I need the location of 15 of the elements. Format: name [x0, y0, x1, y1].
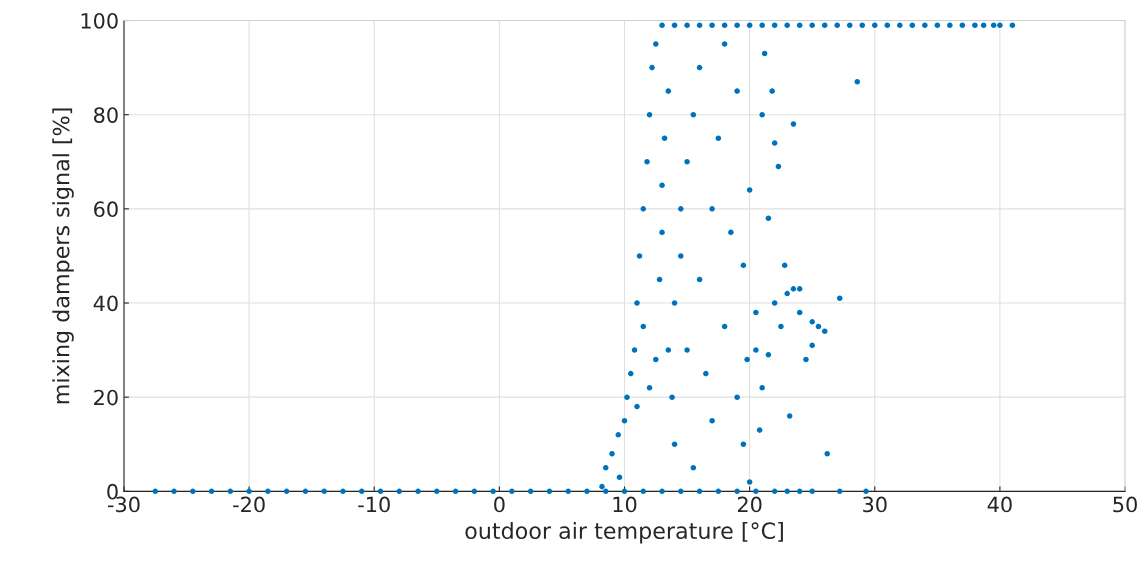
x-tick-label: 40 [987, 496, 1012, 513]
x-tick-label: 10 [613, 496, 637, 513]
x-tick-label: 0 [494, 496, 505, 513]
x-tick-label: 30 [863, 496, 887, 513]
y-tick-label: 60 [94, 201, 118, 218]
x-tick-label: -10 [358, 496, 390, 513]
x-tick-label: 50 [1113, 496, 1137, 513]
y-axis-title: mixing dampers signal [%] [52, 108, 74, 404]
y-tick-label: 80 [94, 107, 118, 123]
y-tick-label: 20 [94, 389, 118, 406]
y-tick-label: 40 [93, 295, 118, 312]
y-tick-label: 100 [81, 12, 118, 29]
x-tick-label: -20 [233, 496, 265, 513]
x-axis-title: outdoor air temperature [°C] [465, 521, 783, 544]
x-tick-label: 20 [737, 496, 762, 513]
